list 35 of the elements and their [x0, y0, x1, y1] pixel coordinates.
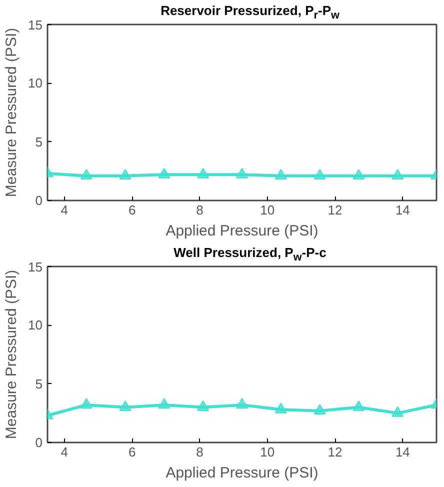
- y-tick-label: 15: [28, 260, 43, 274]
- x-axis-title: Applied Pressure (PSI): [166, 464, 318, 482]
- y-axis-title: Measure Pressured (PSI): [3, 28, 20, 198]
- x-tick-label: 6: [128, 202, 136, 218]
- point: [80, 398, 92, 409]
- x-tick-label: 4: [60, 202, 68, 218]
- x-tick-label: 12: [328, 202, 342, 218]
- x-tick-label: 8: [196, 444, 204, 460]
- point: [158, 398, 170, 409]
- y-tick-label: 15: [28, 18, 43, 32]
- point: [274, 402, 287, 414]
- x-tick-label: 14: [395, 202, 410, 218]
- x-tick-label: 12: [328, 444, 342, 460]
- point: [314, 404, 326, 414]
- y-tick-label: 5: [35, 134, 43, 150]
- x-axis-title: Applied Pressure (PSI): [166, 222, 318, 240]
- x-tick-label: 4: [60, 444, 68, 460]
- point: [352, 400, 365, 411]
- point: [197, 400, 210, 411]
- x-tick-label: 10: [260, 202, 275, 218]
- y-tick-label: 10: [28, 76, 43, 91]
- chart-title: Reservoir Pressurized, P$_{r}$-P$_{w}$: [160, 2, 340, 24]
- x-tick-label: 10: [260, 444, 275, 460]
- point: [119, 400, 132, 411]
- y-axis-title: Measure Pressured (PSI): [3, 270, 20, 440]
- y-tick-label: 0: [35, 193, 43, 208]
- x-tick-label: 14: [395, 444, 410, 460]
- y-tick-label: 0: [35, 435, 43, 450]
- chart-title: Well Pressurized, P$_{w}$-P-c: [172, 244, 328, 266]
- x-tick-label: 8: [196, 202, 204, 218]
- point: [392, 406, 404, 417]
- x-tick-label: 6: [128, 444, 136, 460]
- y-tick-label: 10: [28, 318, 43, 333]
- point: [236, 398, 248, 409]
- y-tick-label: 5: [35, 376, 43, 392]
